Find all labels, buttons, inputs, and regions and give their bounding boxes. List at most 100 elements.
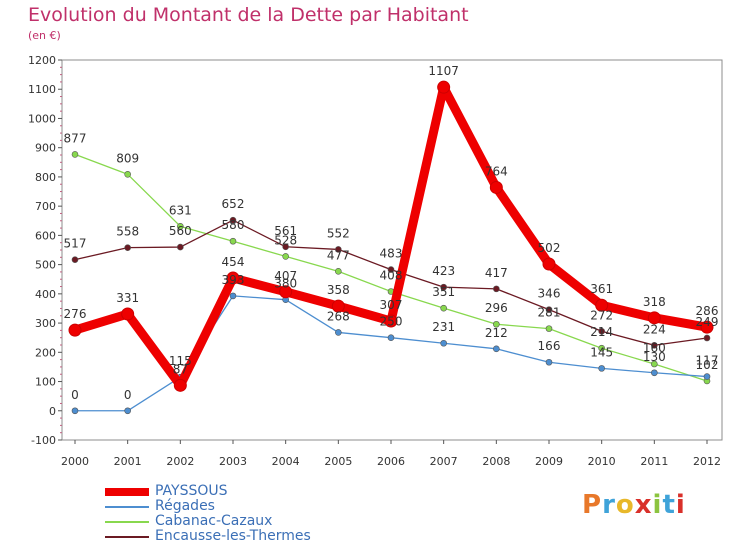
data-label: 351 xyxy=(432,285,455,299)
data-label: 809 xyxy=(116,151,139,165)
data-label: 250 xyxy=(380,315,403,329)
data-point xyxy=(542,257,556,271)
data-point xyxy=(124,244,131,251)
y-tick-label: 100 xyxy=(35,376,56,389)
data-label: 346 xyxy=(538,287,561,301)
data-label: 483 xyxy=(380,247,403,261)
data-point xyxy=(71,407,79,415)
data-label: 117 xyxy=(696,354,719,368)
legend-label: Cabanac-Cazaux xyxy=(155,513,273,529)
data-label: 160 xyxy=(643,341,666,355)
data-point xyxy=(331,299,345,313)
data-label: 454 xyxy=(222,255,245,269)
logo-letter: r xyxy=(602,490,616,520)
y-tick-label: 1100 xyxy=(28,83,56,96)
data-point xyxy=(124,170,131,178)
data-label: 296 xyxy=(485,301,508,315)
chart-title: Evolution du Montant de la Dette par Hab… xyxy=(28,4,469,26)
data-point xyxy=(335,268,342,275)
x-tick-label: 2011 xyxy=(640,455,668,468)
legend-swatch xyxy=(105,536,149,538)
data-label: 166 xyxy=(538,339,561,353)
data-point xyxy=(440,283,447,291)
data-point xyxy=(545,325,553,332)
logo-letter: P xyxy=(582,490,603,520)
y-tick-label: 1200 xyxy=(28,54,56,67)
x-tick-label: 2007 xyxy=(430,455,458,468)
data-point xyxy=(71,151,79,158)
data-point xyxy=(68,323,82,337)
data-label: 0 xyxy=(124,388,132,402)
data-label: 652 xyxy=(222,197,245,211)
data-label: 318 xyxy=(643,295,666,309)
data-point xyxy=(703,373,711,380)
data-point xyxy=(595,298,609,312)
data-point xyxy=(651,341,658,349)
data-label: 552 xyxy=(327,226,350,240)
legend-swatch xyxy=(105,506,149,508)
data-label: 331 xyxy=(116,291,139,305)
y-tick-label: 300 xyxy=(35,317,56,330)
data-point xyxy=(647,311,661,325)
y-tick-label: 800 xyxy=(35,171,56,184)
x-tick-label: 2000 xyxy=(61,455,89,468)
data-point xyxy=(177,243,184,251)
data-point xyxy=(493,285,500,293)
data-label: 580 xyxy=(222,218,245,232)
data-point xyxy=(440,304,447,312)
data-point xyxy=(387,266,395,273)
data-label: 212 xyxy=(485,326,508,340)
data-point xyxy=(598,327,605,335)
x-tick-label: 2002 xyxy=(166,455,194,468)
logo-letter: t xyxy=(662,490,676,520)
data-label: 276 xyxy=(64,307,87,321)
y-tick-label: 1000 xyxy=(28,112,56,125)
data-point xyxy=(177,223,184,230)
y-tick-label: 700 xyxy=(35,200,56,213)
x-tick-label: 2006 xyxy=(377,455,405,468)
data-point xyxy=(437,80,451,94)
y-tick-label: 900 xyxy=(35,142,56,155)
data-point xyxy=(703,334,711,342)
data-label: 281 xyxy=(538,306,561,320)
data-label: 214 xyxy=(590,325,613,339)
data-point xyxy=(282,253,289,260)
data-point xyxy=(440,339,447,347)
data-point xyxy=(387,334,395,341)
data-label: 517 xyxy=(64,237,87,251)
data-point xyxy=(335,329,342,336)
data-point xyxy=(173,378,187,392)
x-tick-label: 2010 xyxy=(588,455,616,468)
data-label: 502 xyxy=(538,241,561,255)
data-point xyxy=(229,292,237,300)
legend-label: PAYSSOUS xyxy=(155,483,228,499)
data-point xyxy=(282,243,289,251)
data-point xyxy=(545,306,553,313)
data-label: 877 xyxy=(64,131,87,145)
data-label: 224 xyxy=(643,322,666,336)
data-label: 145 xyxy=(590,345,613,359)
logo-letter: o xyxy=(615,490,635,520)
data-point xyxy=(384,314,398,328)
data-point xyxy=(121,307,135,321)
y-tick-label: 400 xyxy=(35,288,56,301)
data-label: 528 xyxy=(274,233,297,247)
data-point xyxy=(493,320,500,328)
data-label: 361 xyxy=(590,282,613,296)
data-point xyxy=(598,344,605,352)
data-point xyxy=(71,256,79,263)
data-point xyxy=(493,345,500,353)
legend-label: Encausse-les-Thermes xyxy=(155,528,311,544)
x-tick-label: 2001 xyxy=(114,455,142,468)
data-label: 102 xyxy=(696,358,719,372)
data-point xyxy=(700,320,714,334)
data-label: 272 xyxy=(590,308,613,322)
data-label: 764 xyxy=(485,164,508,178)
proxiti-logo: Proxiti xyxy=(582,490,686,520)
data-label: 249 xyxy=(696,315,719,329)
data-label: 417 xyxy=(485,266,508,280)
x-tick-label: 2005 xyxy=(324,455,352,468)
data-point xyxy=(124,407,131,415)
data-point xyxy=(229,237,237,245)
